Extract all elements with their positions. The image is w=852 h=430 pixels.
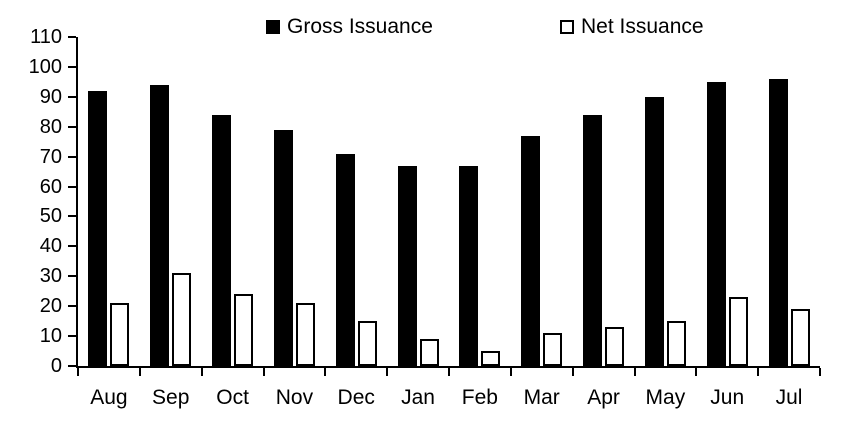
- y-axis-tick: [68, 95, 76, 98]
- x-axis-label-apr: Apr: [587, 386, 620, 409]
- bar-group-nov: [263, 37, 325, 366]
- y-axis-label-20: 20: [39, 295, 62, 318]
- x-axis-tick: [571, 368, 574, 376]
- bar-group-oct: [202, 37, 264, 366]
- x-axis-label-oct: Oct: [216, 386, 249, 409]
- y-axis-tick: [68, 185, 76, 188]
- gross-issuance-bar-sep: [150, 84, 170, 366]
- gross-issuance-bar-aug: [88, 90, 108, 366]
- gross-issuance-swatch-icon: [266, 20, 280, 34]
- x-axis-label-mar: Mar: [523, 386, 560, 409]
- y-axis-line: [76, 37, 78, 368]
- y-axis-label-90: 90: [39, 85, 62, 108]
- x-axis-tick: [138, 368, 141, 376]
- x-axis-label-nov: Nov: [275, 386, 314, 409]
- x-axis-tick: [819, 368, 821, 376]
- x-axis-tick: [77, 368, 79, 376]
- bar-group-feb: [449, 37, 511, 366]
- y-axis-label-0: 0: [50, 355, 62, 377]
- y-axis-tick: [68, 215, 76, 218]
- x-axis-label-jun: Jun: [710, 386, 745, 409]
- bar-group-mar: [511, 37, 573, 366]
- y-axis-tick: [68, 125, 76, 128]
- x-axis-label-aug: Aug: [90, 386, 128, 409]
- net-issuance-bar-feb: [481, 351, 501, 366]
- x-axis-label-jan: Jan: [401, 386, 435, 409]
- gross-issuance-bar-jul: [768, 78, 788, 366]
- x-axis-tick: [448, 368, 450, 376]
- gross-issuance-bar-oct: [212, 114, 232, 366]
- bar-group-dec: [325, 37, 387, 366]
- net-issuance-bar-jan: [419, 339, 439, 366]
- legend-label-net-issuance: Net Issuance: [581, 15, 704, 38]
- y-axis-label-40: 40: [39, 235, 62, 258]
- net-issuance-bar-apr: [605, 327, 625, 366]
- legend-item-gross-issuance: Gross Issuance: [266, 15, 433, 39]
- net-issuance-bar-dec: [357, 321, 377, 366]
- y-axis-label-10: 10: [39, 325, 62, 348]
- x-axis-tick: [633, 368, 636, 376]
- bar-group-jan: [387, 37, 449, 366]
- gross-issuance-bar-nov: [273, 129, 293, 366]
- bar-group-jun: [696, 37, 758, 366]
- net-issuance-bar-jul: [790, 309, 810, 366]
- gross-issuance-bar-jun: [706, 81, 726, 366]
- net-issuance-bar-sep: [172, 273, 192, 366]
- y-axis-tick: [68, 36, 76, 38]
- bar-group-aug: [78, 37, 140, 366]
- net-issuance-bar-mar: [543, 333, 563, 366]
- net-issuance-swatch-icon: [560, 20, 574, 34]
- x-axis-label-dec: Dec: [337, 386, 375, 409]
- x-axis-tick: [757, 368, 760, 376]
- y-axis-label-30: 30: [39, 265, 62, 288]
- gross-issuance-bar-dec: [335, 153, 355, 366]
- bar-group-may: [634, 37, 696, 366]
- bar-group-apr: [573, 37, 635, 366]
- y-axis-label-80: 80: [39, 115, 62, 138]
- x-axis-label-jul: Jul: [775, 386, 803, 409]
- y-axis-label-70: 70: [39, 145, 62, 168]
- y-axis-label-60: 60: [39, 175, 62, 198]
- x-axis-tick: [262, 368, 265, 376]
- y-axis-tick: [68, 305, 76, 308]
- x-axis-label-feb: Feb: [461, 386, 498, 409]
- y-axis-tick: [68, 275, 76, 278]
- gross-issuance-bar-apr: [583, 114, 603, 366]
- y-axis-label-100: 100: [28, 55, 62, 78]
- legend-item-net-issuance: Net Issuance: [560, 15, 704, 39]
- x-axis-labels: Aug Sep Oct Nov Dec Jan Feb Mar Apr May Jun Jul: [78, 386, 820, 410]
- x-axis-label-may: May: [645, 386, 686, 409]
- gross-issuance-bar-mar: [521, 135, 541, 366]
- y-axis-tick: [68, 245, 76, 248]
- x-axis-tick: [324, 368, 327, 376]
- net-issuance-bar-nov: [295, 303, 315, 366]
- x-axis-label-sep: Sep: [152, 386, 190, 409]
- net-issuance-bar-may: [666, 321, 686, 366]
- y-axis-tick: [68, 335, 76, 338]
- net-issuance-bar-aug: [110, 303, 130, 366]
- y-axis-tick: [68, 65, 76, 68]
- bar-group-sep: [140, 37, 202, 366]
- y-axis-tick: [68, 155, 76, 158]
- gross-issuance-bar-jan: [397, 165, 417, 366]
- bar-group-jul: [758, 37, 820, 366]
- x-axis-tick: [386, 368, 389, 376]
- plot-area: Aug Sep Oct Nov Dec Jan Feb Mar Apr May Jun Jul 0 10…: [29, 27, 821, 409]
- y-axis-tick: [68, 365, 76, 367]
- legend-label-gross-issuance: Gross Issuance: [287, 15, 433, 38]
- x-axis-tick: [509, 368, 512, 376]
- x-axis-line: [76, 366, 820, 368]
- net-issuance-bar-oct: [234, 294, 254, 366]
- y-axis-label-50: 50: [39, 205, 62, 228]
- gross-issuance-bar-may: [644, 96, 664, 366]
- bar-groups: [78, 37, 820, 366]
- y-axis-label-110: 110: [30, 26, 62, 48]
- gross-issuance-bar-feb: [459, 165, 479, 366]
- x-axis-tick: [200, 368, 203, 376]
- x-axis-tick: [695, 368, 698, 376]
- net-issuance-bar-jun: [728, 297, 748, 366]
